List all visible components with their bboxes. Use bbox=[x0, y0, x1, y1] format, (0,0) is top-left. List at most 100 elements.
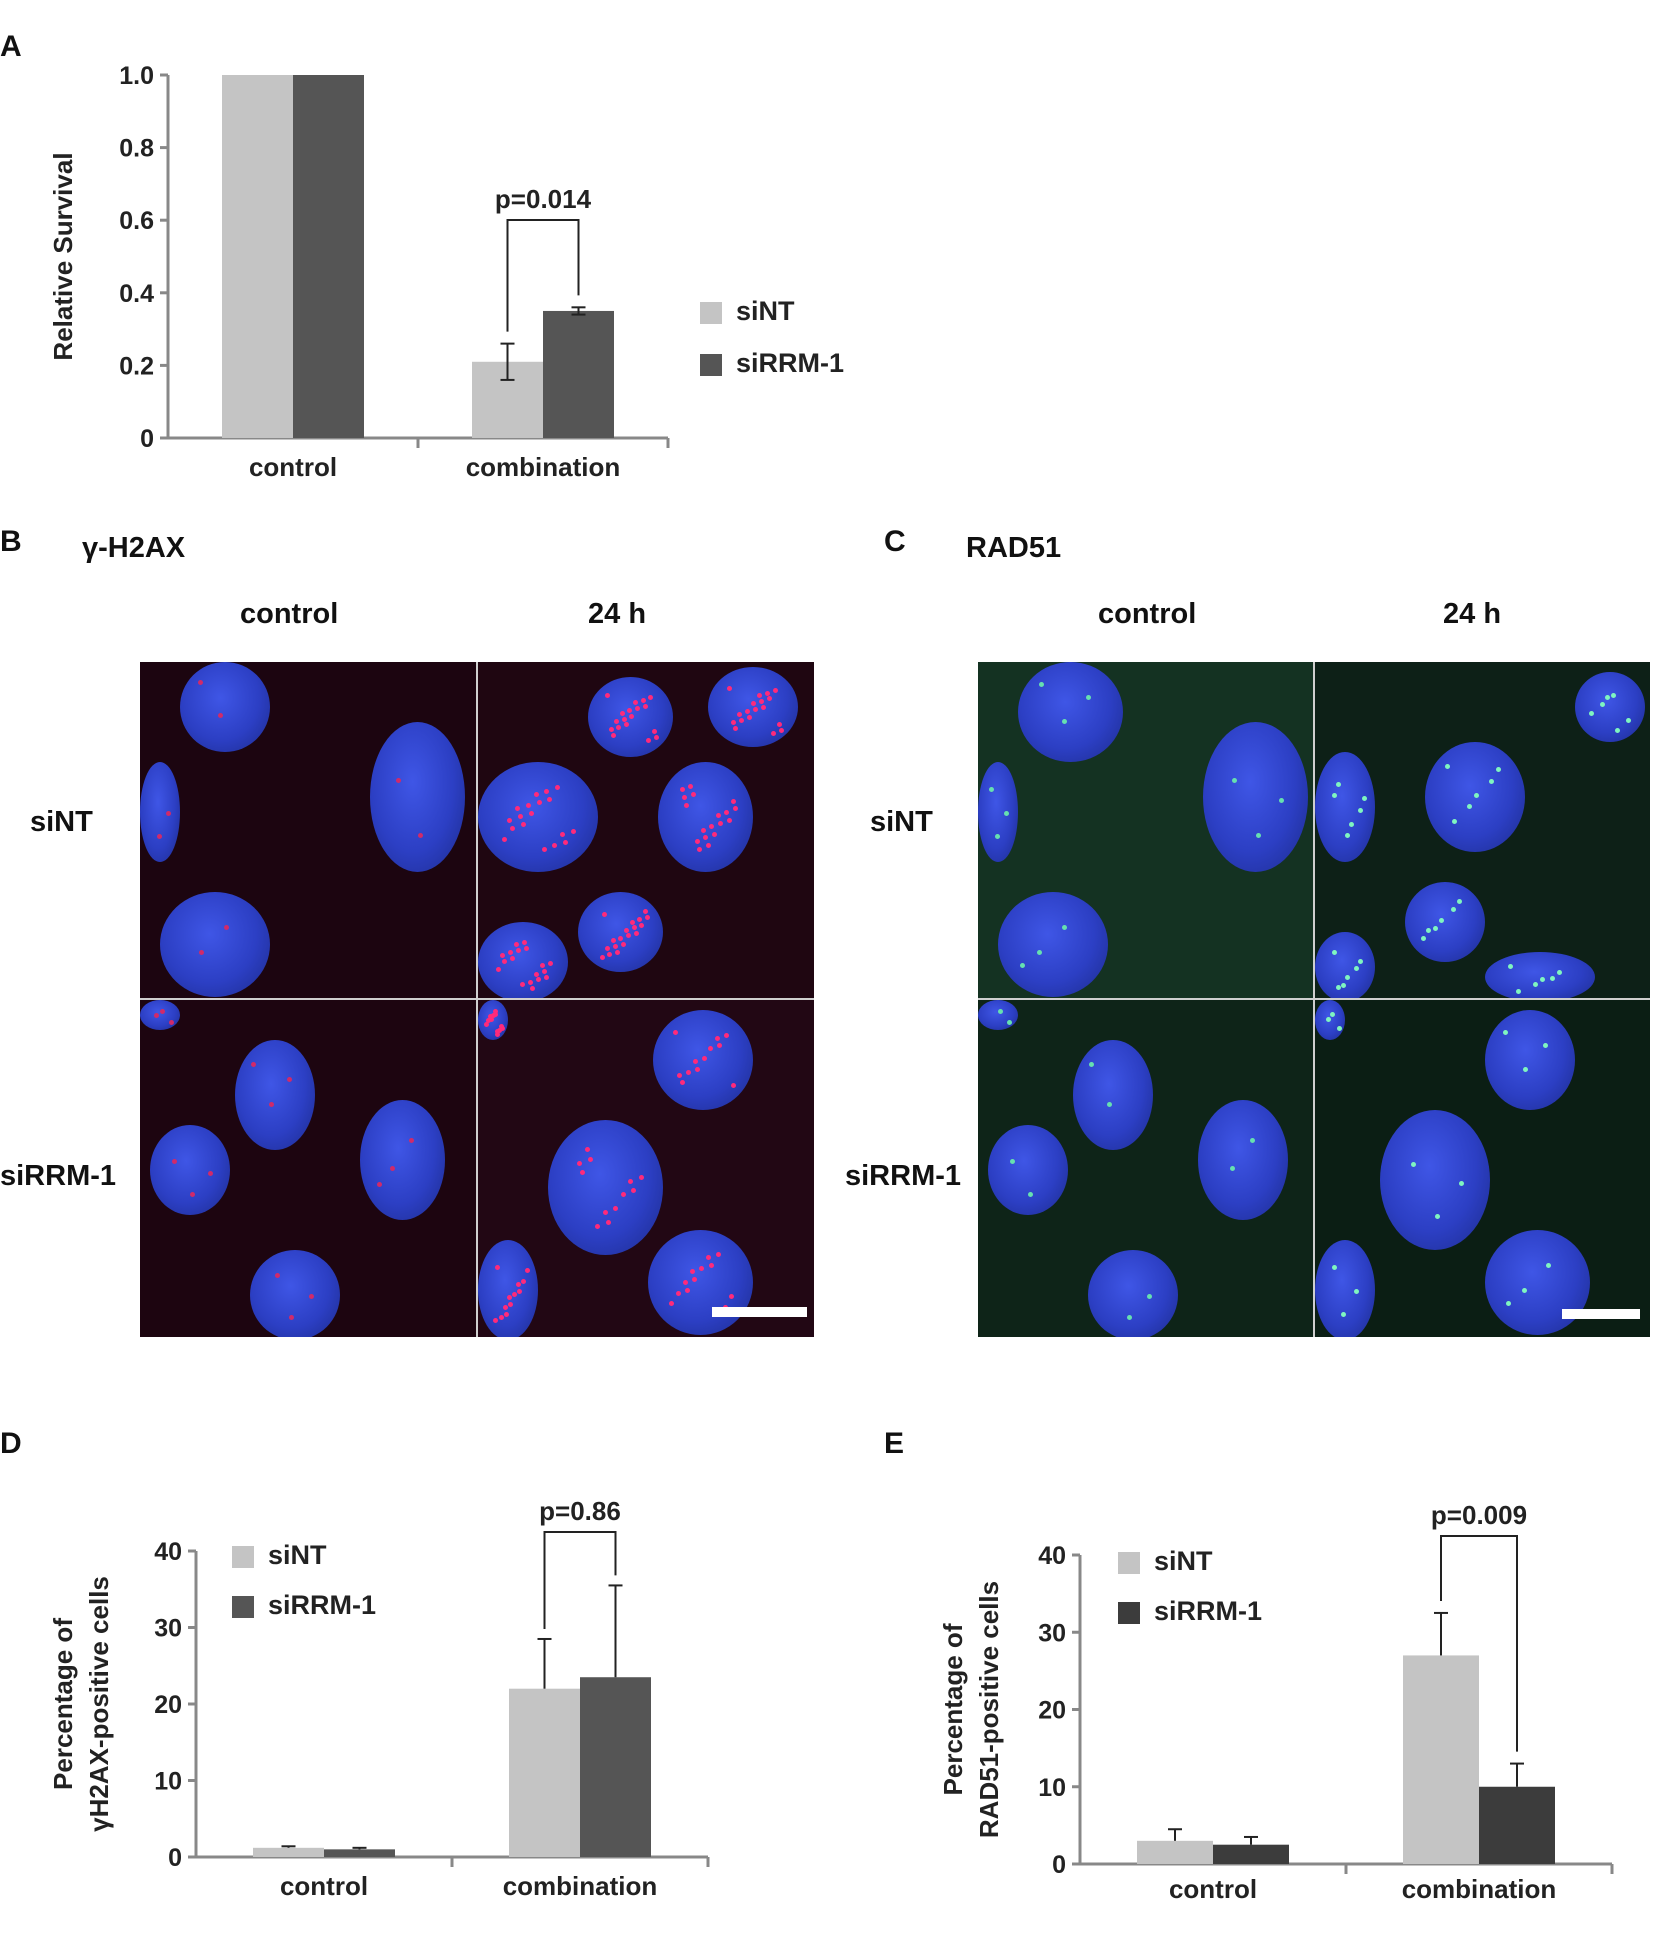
focus-dot bbox=[753, 707, 758, 712]
cell-c-sint-24h bbox=[1315, 662, 1650, 998]
focus-dot bbox=[675, 1290, 681, 1296]
focus-dot bbox=[511, 1291, 517, 1297]
focus-dot bbox=[525, 803, 531, 809]
focus-dot bbox=[157, 834, 163, 840]
focus-dot bbox=[502, 1305, 508, 1310]
panel-c-col-control: control bbox=[1098, 598, 1197, 630]
focus-dot bbox=[547, 961, 553, 967]
focus-dot bbox=[1410, 1162, 1416, 1168]
nucleus bbox=[1485, 1010, 1575, 1110]
focus-dot bbox=[507, 817, 513, 823]
focus-dot bbox=[620, 941, 626, 947]
cell-c-sirrm1-control bbox=[978, 1000, 1313, 1337]
scale-bar bbox=[1562, 1309, 1640, 1319]
focus-dot bbox=[729, 1293, 735, 1299]
bar-sint-control bbox=[253, 1847, 324, 1857]
cell-b-sint-24h bbox=[478, 662, 814, 998]
focus-dot bbox=[502, 836, 507, 842]
focus-dot bbox=[1522, 1287, 1528, 1293]
focus-dot bbox=[519, 982, 525, 988]
bar-sirrm-1-control bbox=[1213, 1844, 1289, 1864]
y-tick-label: 0.8 bbox=[119, 135, 154, 163]
focus-dot bbox=[536, 799, 542, 805]
bar-sirrm-1-control bbox=[293, 75, 364, 438]
focus-dot bbox=[730, 719, 736, 725]
focus-dot bbox=[715, 1252, 721, 1258]
focus-dot bbox=[633, 931, 639, 937]
focus-dot bbox=[703, 835, 709, 841]
focus-dot bbox=[1061, 924, 1067, 930]
nucleus bbox=[978, 1000, 1018, 1030]
focus-dot bbox=[521, 1278, 527, 1284]
focus-dot bbox=[1147, 1293, 1153, 1299]
focus-dot bbox=[644, 914, 650, 920]
focus-dot bbox=[217, 712, 223, 718]
focus-dot bbox=[1532, 982, 1538, 988]
focus-dot bbox=[724, 1033, 729, 1038]
focus-dot bbox=[1085, 695, 1091, 701]
focus-dot bbox=[286, 1076, 292, 1082]
focus-dot bbox=[417, 833, 423, 838]
focus-dot bbox=[692, 1276, 698, 1282]
focus-dot bbox=[673, 1030, 678, 1035]
nucleus bbox=[150, 1125, 230, 1215]
focus-dot bbox=[718, 820, 724, 826]
focus-dot bbox=[642, 703, 648, 709]
nucleus bbox=[1315, 1240, 1375, 1337]
focus-dot bbox=[677, 1072, 683, 1078]
focus-dot bbox=[1004, 810, 1010, 816]
y-tick-label: 20 bbox=[154, 1691, 182, 1719]
p-value-annotation: p=0.014 bbox=[495, 184, 592, 214]
focus-dot bbox=[517, 1288, 523, 1294]
focus-dot bbox=[492, 1008, 498, 1014]
focus-dot bbox=[501, 958, 507, 964]
panel-c-row-sint: siNT bbox=[870, 806, 933, 838]
focus-dot bbox=[629, 919, 635, 925]
nucleus bbox=[1485, 952, 1595, 998]
focus-dot bbox=[544, 974, 550, 980]
focus-dot bbox=[560, 832, 566, 838]
focus-dot bbox=[1337, 1026, 1343, 1032]
focus-dot bbox=[1451, 818, 1457, 824]
focus-dot bbox=[651, 729, 657, 735]
focus-dot bbox=[778, 728, 784, 734]
nucleus bbox=[578, 892, 663, 972]
chart-a: 0 0.2 0.4 0.6 0.8 1.0 control combination p=0.01… bbox=[48, 62, 844, 482]
focus-dot bbox=[1503, 1030, 1508, 1035]
focus-dot bbox=[493, 1011, 499, 1017]
focus-dot bbox=[484, 1022, 489, 1028]
focus-dot bbox=[1506, 1301, 1511, 1307]
focus-dot bbox=[1599, 701, 1605, 707]
category-label: control bbox=[280, 1871, 368, 1901]
focus-dot bbox=[642, 908, 648, 914]
focus-dot bbox=[614, 949, 620, 955]
nucleus bbox=[998, 892, 1108, 997]
legend-swatch-sint bbox=[232, 1546, 254, 1568]
nucleus bbox=[1315, 752, 1375, 862]
nucleus bbox=[1073, 1040, 1153, 1150]
focus-dot bbox=[1335, 781, 1341, 787]
focus-dot bbox=[998, 1008, 1004, 1014]
focus-dot bbox=[689, 1269, 695, 1275]
focus-dot bbox=[1127, 1314, 1133, 1320]
focus-dot bbox=[607, 952, 613, 958]
focus-dot bbox=[1542, 1043, 1548, 1049]
focus-dot bbox=[494, 1265, 500, 1271]
focus-dot bbox=[627, 708, 633, 714]
focus-dot bbox=[571, 828, 577, 834]
cell-c-sirrm1-24h bbox=[1315, 1000, 1650, 1337]
focus-dot bbox=[605, 946, 611, 952]
p-value-annotation: p=0.86 bbox=[539, 1496, 621, 1526]
nucleus bbox=[978, 762, 1018, 862]
focus-dot bbox=[1456, 898, 1462, 904]
cell-c-sint-control bbox=[978, 662, 1313, 998]
focus-dot bbox=[1421, 936, 1426, 942]
y-tick-label: 0.6 bbox=[119, 207, 154, 235]
focus-dot bbox=[610, 732, 616, 738]
focus-dot bbox=[1354, 1288, 1360, 1294]
focus-dot bbox=[679, 787, 685, 793]
significance-bracket bbox=[543, 1531, 617, 1629]
focus-dot bbox=[530, 985, 536, 991]
bar-sirrm-1-control bbox=[324, 1849, 395, 1857]
focus-dot bbox=[1496, 767, 1501, 773]
